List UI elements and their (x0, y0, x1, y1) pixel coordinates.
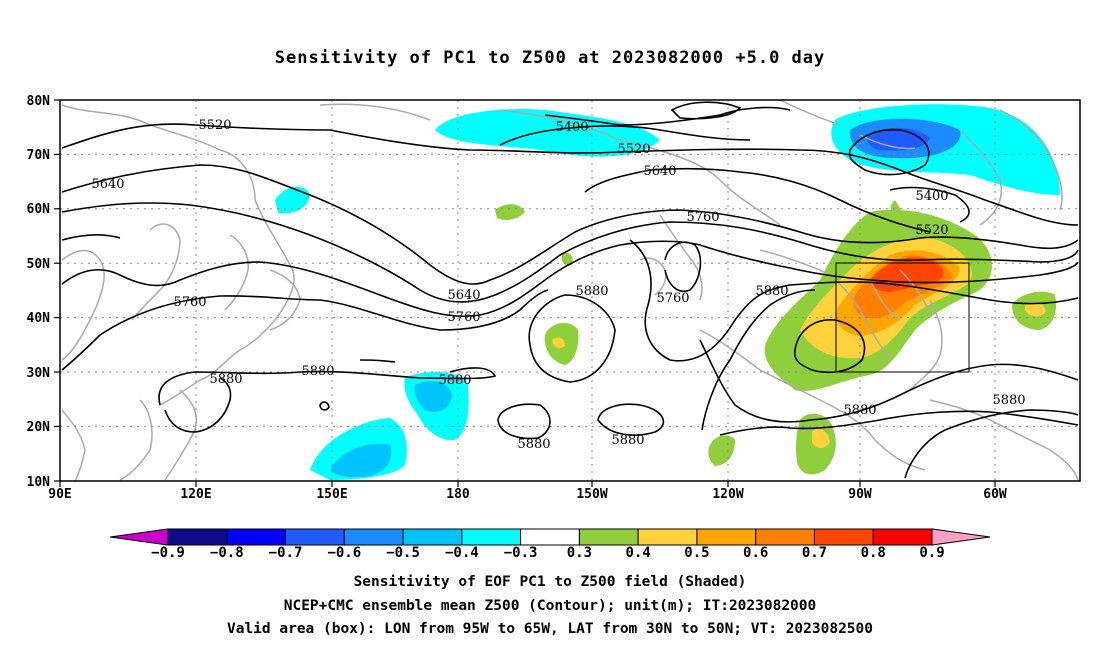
colorbar-swatch (461, 528, 522, 546)
colorbar-label: 0.3 (567, 545, 592, 561)
lat-label: 40N (27, 311, 51, 326)
contour-label: 5880 (438, 373, 471, 388)
colorbar-label: 0.7 (802, 545, 827, 561)
colorbar-swatch (578, 528, 639, 546)
caption-line-3: Valid area (box): LON from 95W to 65W, L… (226, 621, 873, 637)
contour-label: 5880 (517, 437, 550, 452)
contour-label: 5880 (575, 284, 608, 299)
colorbar-swatch (755, 528, 815, 546)
lon-label: 90E (48, 487, 71, 502)
lon-label: 120E (180, 487, 211, 502)
contour-labels: 5520 5400 5520 5640 5640 5760 5400 5520 … (91, 118, 1025, 452)
lon-labels: 90E 120E 150E 180 150W 120W 90W 60W (48, 487, 1007, 502)
colorbar-swatch (696, 528, 757, 546)
colorbar-label: −0.3 (504, 545, 538, 561)
contour-label: 5880 (843, 403, 876, 418)
colorbar-label: 0.4 (626, 545, 651, 561)
contour-label: 5520 (617, 142, 650, 157)
contour-label: 5640 (643, 164, 676, 179)
z500-contours (61, 101, 1079, 479)
lon-label: 90W (848, 487, 872, 502)
colorbar-label: 0.9 (919, 545, 944, 561)
contour-label: 5880 (209, 372, 242, 387)
contour-label: 5400 (555, 120, 588, 135)
colorbar-swatch (813, 528, 874, 546)
colorbar-label: 0.5 (684, 545, 709, 561)
colorbar-label: −0.4 (445, 545, 479, 561)
contour-label: 5760 (656, 291, 689, 306)
lat-label: 60N (27, 202, 51, 217)
lat-label: 50N (27, 257, 51, 272)
shading-negative (275, 104, 1060, 480)
lat-label: 80N (27, 94, 51, 109)
colorbar-label: 0.8 (861, 545, 886, 561)
colorbar-label: −0.6 (327, 545, 361, 561)
colorbar-swatch (872, 528, 933, 546)
lon-label: 150W (576, 487, 607, 502)
lat-label: 30N (27, 366, 51, 381)
caption-line-1: Sensitivity of EOF PC1 to Z500 field (Sh… (353, 574, 747, 590)
contour-label: 5520 (915, 223, 948, 238)
map-title: Sensitivity of PC1 to Z500 at 2023082000… (274, 48, 826, 68)
lon-label: 120W (712, 487, 743, 502)
colorbar-label: −0.5 (386, 545, 420, 561)
contour-label: 5880 (611, 433, 644, 448)
valid-area-box (835, 262, 970, 373)
map-frame (59, 99, 1081, 482)
colorbar-swatch (637, 528, 698, 546)
colorbar-swatch (343, 528, 404, 546)
colorbar-label: 0.6 (743, 545, 768, 561)
colorbar-swatch (285, 528, 345, 546)
colorbar (109, 528, 991, 546)
contour-label: 5880 (755, 284, 788, 299)
contour-label: 5760 (173, 295, 206, 310)
contour-label: 5520 (198, 118, 231, 133)
colorbar-label: −0.9 (151, 545, 185, 561)
colorbar-label: −0.7 (269, 545, 303, 561)
colorbar-high-tip (931, 528, 991, 546)
shading-positive (495, 200, 1057, 475)
contour-label: 5880 (992, 393, 1025, 408)
axis-ticks (54, 99, 996, 487)
contour-label: 5400 (915, 189, 948, 204)
colorbar-swatch (402, 528, 463, 546)
lat-labels: 80N 70N 60N 50N 40N 30N 20N 10N (27, 94, 51, 490)
colorbar-label: −0.8 (210, 545, 244, 561)
lat-label: 10N (27, 475, 51, 490)
colorbar-swatch (167, 528, 228, 546)
lon-label: 180 (446, 487, 470, 502)
lat-label: 20N (27, 420, 51, 435)
contour-label: 5760 (686, 210, 719, 225)
contour-label: 5760 (447, 310, 480, 325)
colorbar-labels: −0.9 −0.8 −0.7 −0.6 −0.5 −0.4 −0.3 0.3 0.4 0.5 0.6… (151, 545, 945, 561)
contour-label: 5880 (301, 364, 334, 379)
caption-line-2: NCEP+CMC ensemble mean Z500 (Contour); u… (283, 598, 817, 614)
colorbar-swatch (520, 528, 580, 546)
colorbar-low-tip (109, 528, 169, 546)
lon-label: 60W (983, 487, 1007, 502)
contour-label: 5640 (91, 177, 124, 192)
lon-label: 150E (316, 487, 347, 502)
colorbar-swatch (226, 528, 287, 546)
contour-label: 5640 (447, 288, 480, 303)
lat-label: 70N (27, 148, 51, 163)
